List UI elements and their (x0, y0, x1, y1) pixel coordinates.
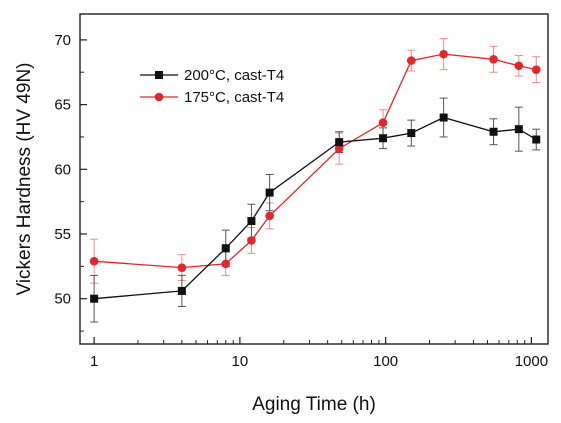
data-point (378, 118, 388, 128)
series-line (94, 53, 537, 269)
y-tick-label: 65 (54, 97, 71, 114)
data-point (89, 256, 99, 266)
x-tick-label: 1000 (515, 353, 548, 370)
legend-label: 200°C, cast-T4 (184, 67, 284, 84)
legend: 200°C, cast-T4 175°C, cast-T4 (140, 67, 284, 106)
data-point (531, 65, 541, 74)
data-point (221, 259, 231, 269)
legend-marker (154, 92, 164, 102)
y-axis-label: Vickers Hardness (HV 49N) (14, 62, 35, 295)
series-markers-layer (89, 49, 541, 303)
y-tick-label: 70 (54, 32, 71, 49)
data-point (334, 144, 344, 153)
plot-frame (79, 13, 549, 345)
data-point (247, 217, 256, 226)
data-point (90, 294, 99, 303)
data-point (489, 127, 498, 136)
data-point (335, 138, 344, 147)
x-axis-label: Aging Time (h) (252, 394, 376, 415)
y-tick-label: 50 (54, 291, 71, 308)
data-point (221, 244, 230, 253)
series-line (94, 116, 537, 300)
data-point (514, 125, 523, 134)
y-tick-label: 55 (54, 226, 71, 243)
data-point (407, 56, 416, 65)
data-point (489, 54, 498, 64)
axis-ticks-layer: 1 10 100 1000 50 55 60 65 70 (54, 32, 548, 370)
legend-marker (155, 71, 163, 79)
legend-label: 175°C, cast-T4 (184, 89, 284, 106)
data-point (514, 61, 524, 71)
y-tick-label: 60 (54, 161, 71, 178)
data-point (407, 129, 416, 138)
data-point (379, 134, 388, 143)
series-lines-layer (94, 53, 537, 300)
data-point (177, 263, 187, 272)
x-tick-label: 100 (373, 353, 398, 370)
data-point (439, 49, 448, 59)
data-point (265, 211, 274, 221)
data-point (439, 113, 448, 122)
data-point (532, 135, 541, 144)
x-tick-label: 10 (232, 353, 249, 370)
data-point (177, 286, 186, 295)
data-point (247, 236, 256, 245)
data-point (265, 188, 274, 197)
x-tick-label: 1 (90, 353, 98, 370)
